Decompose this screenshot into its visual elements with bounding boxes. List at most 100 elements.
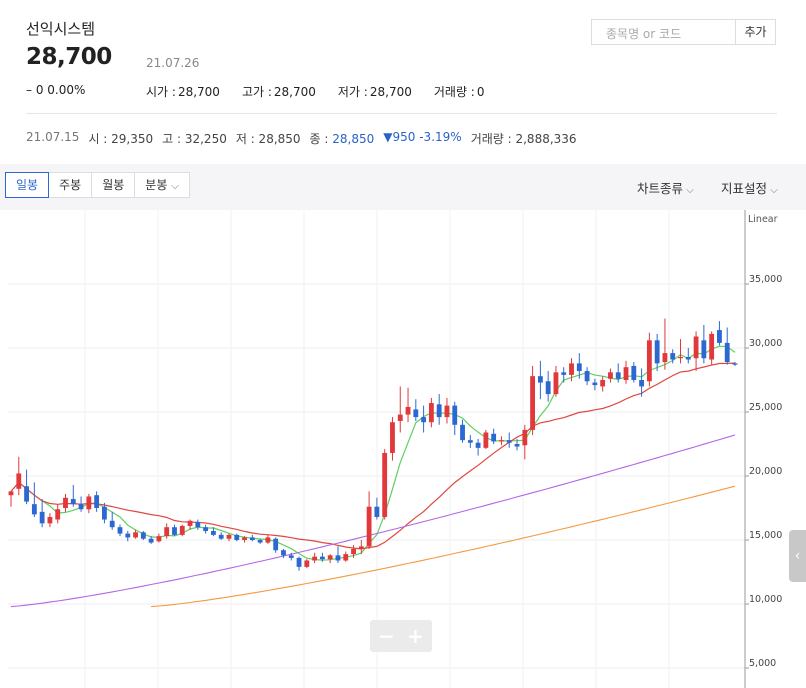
- add-button[interactable]: 추가: [736, 19, 776, 45]
- candles: [8, 318, 738, 571]
- candle-body: [545, 381, 551, 395]
- candle-body: [670, 353, 676, 360]
- zoom-in-button[interactable]: +: [407, 624, 424, 648]
- candle: [218, 532, 224, 540]
- y-tick-label: 30,000: [749, 338, 782, 349]
- chevron-down-icon: ⌵: [767, 185, 778, 196]
- candle: [343, 551, 349, 562]
- candle: [312, 552, 318, 564]
- y-axis: Linear 5,000 10,000 15,000 20,000 25,000 30,00…: [744, 210, 782, 688]
- candle: [569, 358, 574, 382]
- candle-body: [102, 506, 107, 520]
- y-tick-label: 20,000: [749, 466, 782, 477]
- y-tick-label: 35,000: [749, 274, 782, 285]
- candle: [600, 376, 606, 392]
- candle-body: [296, 557, 302, 567]
- candle: [413, 399, 419, 421]
- candle: [405, 387, 411, 423]
- y-tick-label: 10,000: [749, 594, 782, 605]
- candle-body: [242, 537, 247, 540]
- tab-daily[interactable]: 일봉: [5, 172, 50, 198]
- candle: [31, 482, 37, 517]
- candle-body: [117, 527, 123, 534]
- axis-scale-label: Linear: [748, 214, 778, 225]
- candle: [483, 429, 489, 450]
- candle-body: [428, 403, 434, 423]
- candle-body: [522, 429, 528, 446]
- candle-body: [335, 555, 341, 561]
- chart-grid: [8, 210, 745, 688]
- candle-body: [608, 372, 613, 379]
- candle: [164, 523, 170, 539]
- candle: [537, 360, 543, 400]
- candle-body: [210, 531, 216, 535]
- indicator-menu[interactable]: 지표설정 ⌵: [721, 181, 778, 196]
- candle: [133, 529, 138, 539]
- candle-body: [16, 473, 22, 489]
- candle: [460, 419, 465, 443]
- candle-body: [172, 527, 177, 535]
- zoom-out-button[interactable]: −: [378, 624, 395, 648]
- y-tick-label: 5,000: [749, 658, 776, 669]
- candle-body: [319, 556, 325, 560]
- candle-body: [156, 536, 162, 542]
- prev-high: 고 : 32,250: [162, 132, 227, 146]
- candle-body: [351, 548, 356, 555]
- candle: [288, 552, 294, 561]
- tab-minute[interactable]: 분봉 ⌵: [134, 172, 190, 198]
- period-tabs: 일봉 주봉 월봉 분봉 ⌵: [5, 172, 190, 198]
- candle: [249, 534, 255, 542]
- candle-body: [63, 497, 68, 508]
- stat-low: 저가 :28,700: [337, 85, 412, 99]
- candlestick-chart[interactable]: Linear 5,000 10,000 15,000 20,000 25,000 30,00…: [0, 210, 806, 688]
- candle: [16, 456, 22, 496]
- chevron-down-icon: ⌵: [683, 185, 694, 196]
- candle: [335, 546, 341, 564]
- candle-body: [654, 340, 660, 364]
- candle-body: [693, 336, 699, 359]
- candle: [428, 397, 434, 428]
- candle-body: [281, 550, 286, 556]
- candle-body: [55, 509, 61, 520]
- candle: [94, 491, 100, 512]
- candle-body: [576, 363, 582, 372]
- y-tick-label: 25,000: [749, 402, 782, 413]
- candle-body: [187, 520, 193, 526]
- candle-body: [678, 356, 683, 359]
- candle-body: [584, 371, 590, 382]
- candle: [210, 527, 216, 537]
- candle: [436, 394, 442, 425]
- candle: [584, 367, 590, 386]
- candle: [631, 362, 637, 383]
- ma60-line: [10, 434, 736, 608]
- stat-open: 시가 :28,700: [146, 85, 220, 99]
- candle: [125, 531, 131, 542]
- candle-body: [717, 330, 722, 343]
- stat-high: 고가 :28,700: [241, 85, 316, 99]
- candle-body: [288, 555, 294, 558]
- candle: [709, 331, 715, 365]
- chart-type-menu[interactable]: 차트종류 ⌵: [637, 181, 694, 196]
- tab-weekly[interactable]: 주봉: [48, 172, 93, 198]
- tab-monthly[interactable]: 월봉: [91, 172, 136, 198]
- candle-body: [569, 363, 574, 375]
- candle: [351, 545, 356, 558]
- candle: [506, 432, 512, 448]
- candle: [187, 519, 193, 530]
- side-panel-toggle[interactable]: ‹: [789, 530, 806, 582]
- candle-body: [343, 554, 349, 561]
- candle-body: [234, 534, 240, 540]
- candle: [55, 504, 61, 524]
- candle: [576, 353, 582, 379]
- candle: [358, 540, 364, 555]
- stock-search-input[interactable]: 종목명 or 코드: [591, 19, 736, 45]
- candle-body: [413, 409, 419, 418]
- candle-body: [257, 540, 263, 543]
- candle: [109, 511, 115, 530]
- candle: [732, 362, 738, 366]
- candle: [662, 318, 668, 370]
- candle: [390, 417, 395, 461]
- candle: [678, 339, 683, 364]
- candle-body: [530, 376, 536, 430]
- candle-body: [662, 353, 668, 363]
